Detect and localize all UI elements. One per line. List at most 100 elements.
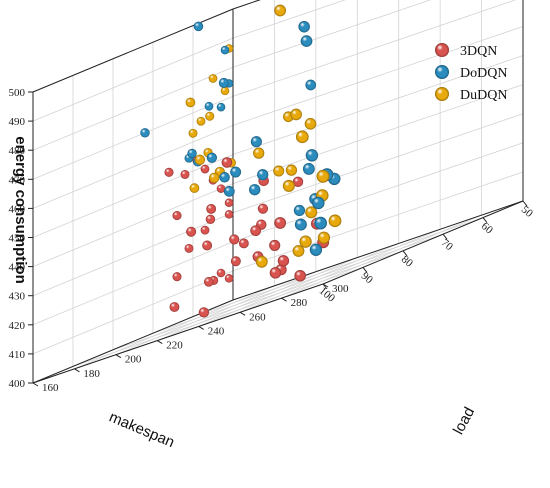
data-point-3dqn xyxy=(274,217,287,229)
data-point-dodqn xyxy=(250,136,262,148)
z-tick-label: 400 xyxy=(9,378,26,390)
y-tick-mark xyxy=(74,368,80,373)
data-point-3dqn xyxy=(172,272,182,282)
data-point-dodqn xyxy=(219,172,230,183)
data-point-3dqn xyxy=(224,210,234,219)
z-tick-label: 490 xyxy=(9,116,26,128)
x-tick-mark xyxy=(442,233,448,240)
grid-line-z-left xyxy=(32,95,234,180)
data-point-dodqn xyxy=(294,218,307,231)
data-point-3dqn xyxy=(257,203,269,214)
data-point-3dqn xyxy=(294,269,306,282)
y-tick-label: 160 xyxy=(42,382,59,394)
data-point-3dqn xyxy=(205,214,216,225)
y-axis-label: load xyxy=(450,404,478,437)
data-point-3dqn xyxy=(200,164,210,174)
grid-layer xyxy=(32,0,524,384)
data-point-3dqn xyxy=(184,243,194,253)
data-point-dudqn xyxy=(209,172,220,184)
y-tick-label: 300 xyxy=(332,283,349,295)
data-point-dodqn xyxy=(249,184,261,196)
grid-line-x-floor xyxy=(112,250,404,351)
data-points xyxy=(140,4,342,318)
z-tick-label: 460 xyxy=(9,203,26,215)
z-axis-label: energy consumption xyxy=(12,136,29,284)
data-point-3dqn xyxy=(200,225,210,235)
grid-line-z-left xyxy=(32,241,234,326)
x-axis-label: makespan xyxy=(107,409,177,452)
legend-label: 3DQN xyxy=(460,44,497,59)
data-point-3dqn xyxy=(224,198,234,207)
grid-line-z-left xyxy=(32,183,234,267)
data-point-3dqn xyxy=(198,307,209,318)
z-tick-label: 430 xyxy=(9,291,26,303)
data-point-dodqn xyxy=(300,35,313,47)
z-tick-label: 500 xyxy=(9,87,26,99)
data-point-dodqn xyxy=(293,204,305,217)
data-point-3dqn xyxy=(169,302,180,312)
grid-line-z-left xyxy=(32,125,234,209)
y-tick-mark xyxy=(281,297,287,302)
y-tick-label: 280 xyxy=(291,297,308,309)
tick-labels: 400 410 420 430 440 450 460 470 480 490 500 50 60 70 8… xyxy=(9,87,536,394)
data-point-dudqn xyxy=(295,130,309,144)
y-tick-mark xyxy=(157,340,163,345)
z-tick-label: 450 xyxy=(9,233,26,245)
y-tick-mark xyxy=(198,325,204,330)
x-tick-label: 90 xyxy=(359,270,376,287)
data-point-3dqn xyxy=(186,226,197,237)
z-tick-label: 440 xyxy=(9,262,26,274)
z-tick-label: 470 xyxy=(9,174,26,186)
grid-line-x-floor xyxy=(192,217,484,317)
x-tick-label: 60 xyxy=(479,220,496,237)
data-point-3dqn xyxy=(216,268,226,278)
x-tick-label: 80 xyxy=(399,253,416,270)
grid-line-z-right xyxy=(232,55,524,155)
data-point-dudqn xyxy=(220,86,230,96)
data-point-dodqn xyxy=(204,101,214,111)
data-point-3dqn xyxy=(172,211,182,221)
data-point-dudqn xyxy=(285,164,298,176)
y-tick-mark xyxy=(32,382,39,387)
grid-line-z-right xyxy=(232,0,432,68)
grid-line-y-floor xyxy=(157,257,358,341)
y-tick-label: 240 xyxy=(208,325,225,337)
data-point-dodqn xyxy=(305,79,317,91)
data-point-3dqn xyxy=(164,167,174,177)
data-point-3dqn xyxy=(202,240,213,251)
legend: 3DQN DoDQN DuDQN xyxy=(435,43,507,103)
x-tick-mark xyxy=(362,267,368,273)
data-point-dodqn xyxy=(187,148,197,159)
data-point-dudqn xyxy=(328,214,342,228)
data-point-3dqn xyxy=(230,256,241,267)
grid-line-z-right xyxy=(232,0,346,39)
grid-line-z-left xyxy=(32,154,234,238)
data-point-dudqn xyxy=(274,4,287,17)
data-point-dodqn xyxy=(305,149,319,162)
grid-line-z-left xyxy=(32,212,234,297)
data-point-dodqn xyxy=(193,21,204,32)
grid-line-z-right xyxy=(232,171,524,272)
grid-line-z-right xyxy=(232,0,517,97)
x-tick-label: 50 xyxy=(519,204,536,221)
x-tick-mark xyxy=(482,217,488,223)
data-point-3dqn xyxy=(180,169,190,179)
data-point-dodqn xyxy=(230,166,242,178)
legend-label: DoDQN xyxy=(460,66,507,81)
data-point-3dqn xyxy=(206,203,217,214)
grid-line-x-floor xyxy=(72,267,364,367)
x-tick-label: 70 xyxy=(439,237,456,254)
right-floor-edge xyxy=(232,200,524,301)
legend-item: DoDQN xyxy=(435,65,507,81)
data-point-dodqn xyxy=(206,152,217,163)
data-point-dodqn xyxy=(309,243,323,256)
data-point-dudqn xyxy=(188,128,198,138)
z-tick-label: 420 xyxy=(9,320,26,332)
z-tick-label: 410 xyxy=(9,349,26,361)
legend-item: 3DQN xyxy=(435,43,497,59)
data-point-3dqn xyxy=(216,184,226,193)
legend-item: DuDQN xyxy=(435,87,507,103)
data-point-3dqn xyxy=(224,274,234,283)
